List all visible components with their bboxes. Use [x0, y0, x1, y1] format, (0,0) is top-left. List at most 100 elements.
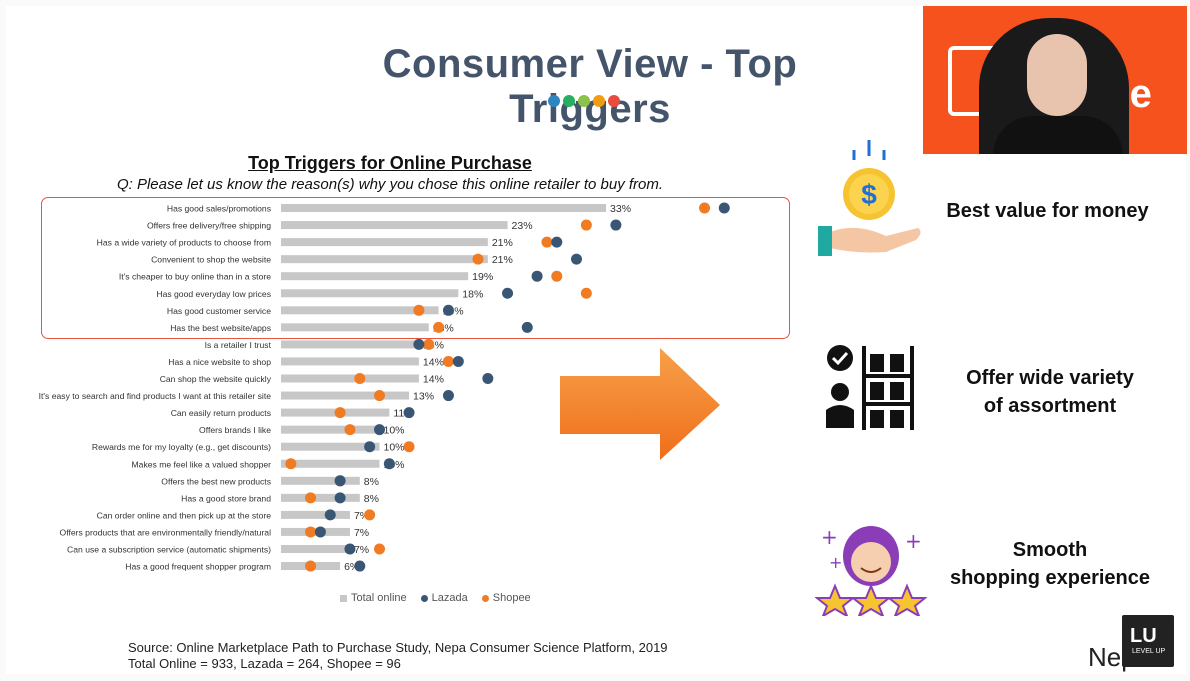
point-lazada — [354, 560, 366, 572]
bar-total-online — [281, 255, 488, 264]
point-shopee — [541, 236, 553, 248]
feature-smooth-experience: Smooth shopping experience — [925, 536, 1175, 592]
svg-text:+: + — [905, 529, 922, 553]
point-lazada — [551, 236, 563, 248]
title-dot-2 — [563, 95, 575, 107]
point-shopee — [285, 458, 297, 470]
bar-total-online — [281, 442, 380, 451]
svg-text:+: + — [829, 553, 842, 572]
presenter-body — [993, 116, 1123, 154]
levelup-logo: LU LEVEL UP — [1122, 615, 1174, 667]
point-shopee — [423, 338, 435, 350]
category-label: Makes me feel like a valued shopper — [132, 459, 272, 469]
feature-best-value: Best value for money — [946, 200, 1149, 222]
point-lazada — [374, 424, 385, 436]
legend-lazada: Lazada — [420, 592, 468, 604]
point-shopee — [403, 441, 415, 453]
bar-total-online — [281, 323, 429, 332]
point-shopee — [374, 543, 385, 555]
data-label: 14% — [423, 356, 444, 368]
bar-total-online — [281, 493, 360, 502]
category-label: Has the best website/apps — [170, 323, 271, 333]
source-line-2: Total Online = 933, Lazada = 264, Shopee… — [128, 656, 401, 671]
category-label: Offers products that are environmentally… — [60, 527, 272, 537]
presenter-face — [1027, 34, 1087, 116]
legend-lazada-label: Lazada — [431, 592, 468, 604]
happy-shopper-stars-icon: + + + — [815, 525, 927, 616]
point-shopee — [364, 509, 376, 521]
title-dot-1 — [548, 95, 560, 107]
point-lazada — [334, 492, 346, 504]
category-label: It's easy to search and find products I … — [39, 391, 272, 401]
arrow-right-icon — [560, 348, 720, 460]
bar-total-online — [281, 340, 419, 349]
data-label: 7% — [354, 527, 369, 539]
bar-total-online — [281, 545, 350, 553]
bar-total-online — [281, 272, 469, 281]
data-label: 18% — [462, 288, 483, 300]
money-hand-icon: $ — [818, 140, 921, 256]
category-label: It's cheaper to buy online than in a sto… — [119, 272, 271, 282]
bar-total-online — [281, 459, 380, 468]
point-shopee — [433, 321, 445, 333]
source-line-1: Source: Online Marketplace Path to Purch… — [128, 640, 668, 655]
data-label: 14% — [423, 374, 444, 386]
data-label: 8% — [364, 476, 379, 488]
point-lazada — [718, 202, 730, 214]
slide-title: Consumer View - Top Triggers — [382, 42, 798, 131]
data-label: 19% — [472, 271, 493, 283]
bar-total-online — [281, 374, 419, 383]
point-lazada — [442, 390, 454, 402]
bar-total-online — [281, 425, 380, 434]
point-lazada — [571, 253, 582, 265]
source-note: Source: Online Marketplace Path to Purch… — [128, 640, 668, 672]
bar-total-online — [281, 221, 508, 230]
data-label: 8% — [364, 493, 379, 505]
category-label: Has a good frequent shopper program — [125, 562, 271, 572]
point-shopee — [344, 424, 356, 436]
point-lazada — [383, 458, 395, 470]
triggers-chart: Has good sales/promotions 33% Offers free … — [39, 202, 730, 573]
category-label: Has a nice website to shop — [168, 357, 271, 367]
point-shopee — [580, 287, 592, 299]
point-lazada — [531, 270, 543, 282]
point-lazada — [452, 355, 464, 367]
top-triggers-highlight-box — [41, 197, 790, 339]
chart-title: Top Triggers for Online Purchase — [248, 153, 532, 173]
title-dot-5 — [608, 95, 620, 107]
category-label: Is a retailer I trust — [205, 340, 272, 350]
legend-shopee-label: Shopee — [492, 592, 531, 604]
category-label: Can order online and then pick up at the… — [97, 510, 272, 520]
point-lazada — [442, 304, 454, 316]
legend-total-label: Total online — [351, 592, 407, 604]
bar-total-online — [281, 238, 488, 247]
feature-wide-variety: Offer wide variety of assortment — [935, 364, 1165, 420]
bar-total-online — [281, 510, 350, 519]
svg-text:$: $ — [861, 179, 877, 210]
point-lazada — [502, 287, 514, 299]
data-label: 23% — [512, 220, 533, 232]
point-lazada — [413, 338, 425, 350]
levelup-text: LEVEL UP — [1132, 648, 1166, 655]
bar-total-online — [281, 476, 360, 485]
presenter-video: pee — [923, 6, 1187, 154]
data-label: 21% — [492, 237, 513, 249]
point-shopee — [472, 253, 484, 265]
category-label: Can use a subscription service (automati… — [67, 545, 271, 555]
feature-smooth-line2: shopping experience — [949, 567, 1151, 589]
feature-wide-variety-line2: of assortment — [983, 395, 1117, 417]
chart-question: Q: Please let us know the reason(s) why … — [116, 176, 664, 193]
title-dot-3 — [578, 95, 590, 107]
category-label: Has good sales/promotions — [167, 204, 271, 214]
point-shopee — [374, 390, 385, 402]
data-label: 7% — [354, 544, 369, 556]
bar-total-online — [281, 289, 459, 298]
data-label: 33% — [610, 203, 631, 215]
point-shopee — [305, 492, 317, 504]
category-label: Convenient to shop the website — [151, 255, 271, 265]
point-lazada — [314, 526, 326, 538]
point-shopee — [305, 526, 317, 538]
feature-smooth-line1: Smooth — [1012, 539, 1088, 561]
category-label: Has a good store brand — [181, 493, 271, 503]
svg-text:+: + — [821, 525, 838, 549]
